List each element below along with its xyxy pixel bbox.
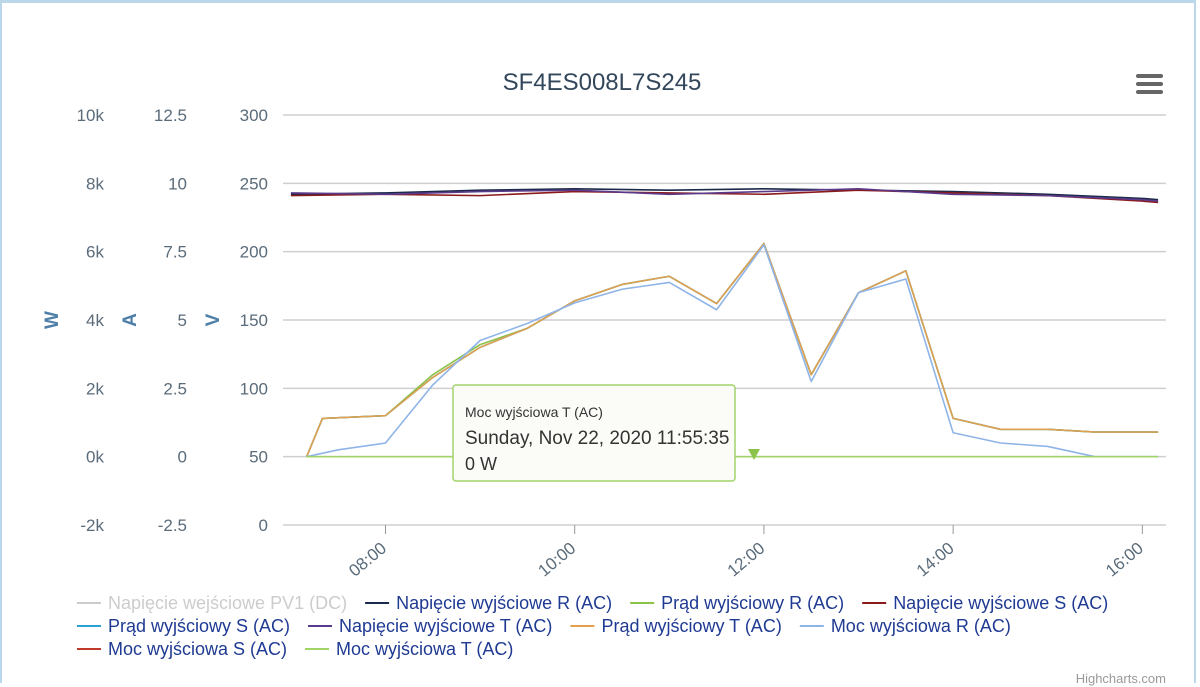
y-tick-label: 2k <box>86 379 104 398</box>
y-tick-label: 2.5 <box>163 379 187 398</box>
tooltip: Moc wyjściowa T (AC) Sunday, Nov 22, 202… <box>452 384 736 482</box>
y-axis-watts: 10k 8k 6k 4k 2k 0k -2k <box>77 106 105 535</box>
legend-label: Prąd wyjściowy R (AC) <box>661 593 844 613</box>
series-napi-cie-wyj-ciowe-r-ac <box>290 188 1159 201</box>
y-tick-label: -2k <box>80 516 104 535</box>
y-tick-label: 5 <box>178 311 187 330</box>
chart-title: SF4ES008L7S245 <box>503 69 702 96</box>
x-tick-label: 14:00 <box>913 539 958 581</box>
y-axis-title-v: V <box>203 313 224 326</box>
legend-item[interactable]: Napięcie wyjściowe T (AC) <box>308 616 552 636</box>
x-tick-label: 16:00 <box>1102 539 1147 581</box>
legend-item[interactable]: Napięcie wyjściowe S (AC) <box>862 593 1108 613</box>
series-lines <box>290 188 1159 458</box>
legend-label: Napięcie wyjściowe S (AC) <box>893 593 1108 613</box>
y-tick-label: 0 <box>259 516 268 535</box>
y-tick-label: 0k <box>86 448 104 467</box>
series-moc-wyj-ciowa-r-ac <box>306 244 1159 458</box>
y-tick-label: 7.5 <box>163 243 187 262</box>
credits-link[interactable]: Highcharts.com <box>1076 671 1166 686</box>
legend-label: Napięcie wyjściowe T (AC) <box>339 616 552 636</box>
y-tick-label: 150 <box>240 311 268 330</box>
x-tick-label: 08:00 <box>345 539 390 581</box>
series-napi-cie-wyj-ciowe-t-ac <box>290 188 1159 202</box>
legend-label: Moc wyjściowa R (AC) <box>831 616 1011 636</box>
y-tick-label: 6k <box>86 243 104 262</box>
legend-label: Moc wyjściowa S (AC) <box>108 639 287 659</box>
legend-item[interactable]: Napięcie wejściowe PV1 (DC) <box>77 593 347 613</box>
y-tick-label: 0 <box>178 448 187 467</box>
y-axis-title-w: W <box>42 311 63 329</box>
legend-item[interactable]: Prąd wyjściowy R (AC) <box>630 593 844 613</box>
legend-label: Napięcie wejściowe PV1 (DC) <box>108 593 347 613</box>
y-axis-amps: 12.5 10 7.5 5 2.5 0 -2.5 <box>154 106 187 535</box>
legend-item[interactable]: Moc wyjściowa S (AC) <box>77 639 287 659</box>
legend: Napięcie wejściowe PV1 (DC) Napięcie wyjś… <box>77 593 1108 659</box>
hover-marker <box>748 449 760 460</box>
y-axis-volts: 300 250 200 150 100 50 0 <box>240 106 268 535</box>
y-tick-label: 8k <box>86 174 104 193</box>
tooltip-date: Sunday, Nov 22, 2020 11:55:35 <box>465 428 729 449</box>
y-tick-label: 10k <box>77 106 105 125</box>
legend-item[interactable]: Moc wyjściowa R (AC) <box>799 616 1011 636</box>
legend-item[interactable]: Prąd wyjściowy T (AC) <box>570 616 782 636</box>
x-tick-label: 10:00 <box>534 539 579 581</box>
y-tick-label: 4k <box>86 311 104 330</box>
legend-label: Prąd wyjściowy S (AC) <box>108 616 290 636</box>
legend-label: Prąd wyjściowy T (AC) <box>601 616 781 636</box>
y-tick-label: 250 <box>240 174 268 193</box>
legend-label: Moc wyjściowa T (AC) <box>336 639 513 659</box>
y-tick-label: -2.5 <box>158 516 187 535</box>
x-tick-label: 12:00 <box>724 539 769 581</box>
x-axis: 08:00 10:00 12:00 14:00 16:00 <box>345 525 1147 580</box>
y-axis-title-a: A <box>120 313 141 327</box>
y-tick-label: 100 <box>240 379 268 398</box>
legend-label: Napięcie wyjściowe R (AC) <box>396 593 612 613</box>
legend-item[interactable]: Napięcie wyjściowe R (AC) <box>365 593 612 613</box>
y-tick-label: 12.5 <box>154 106 187 125</box>
y-tick-label: 50 <box>249 448 268 467</box>
tooltip-series: Moc wyjściowa T (AC) <box>465 404 603 420</box>
legend-item[interactable]: Moc wyjściowa T (AC) <box>305 639 513 659</box>
y-tick-label: 10 <box>168 174 187 193</box>
y-tick-label: 200 <box>240 243 268 262</box>
legend-item[interactable]: Prąd wyjściowy S (AC) <box>77 616 290 636</box>
series-pr-d-wyj-ciowy-t-ac <box>305 242 1159 457</box>
hamburger-menu-icon[interactable] <box>1133 70 1169 100</box>
tooltip-value: 0 W <box>465 454 497 474</box>
y-tick-label: 300 <box>240 106 268 125</box>
